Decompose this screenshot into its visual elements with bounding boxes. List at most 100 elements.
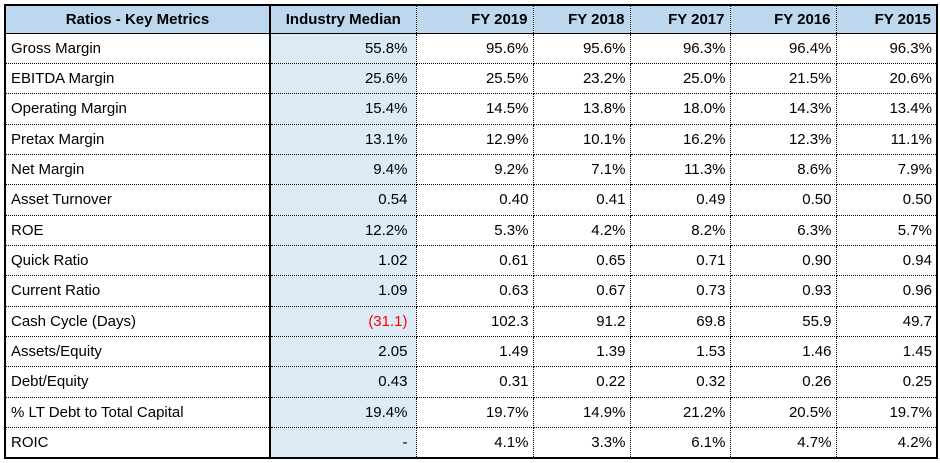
table-row: EBITDA Margin 25.6% 25.5% 23.2% 25.0% 21.5% 20… <box>5 63 937 95</box>
header-fy-2017: FY 2017 <box>630 5 731 34</box>
value-cell: 4.2% <box>897 433 932 451</box>
value-cell: 25.5% <box>416 63 534 95</box>
metric-label: % LT Debt to Total Capital <box>5 397 271 428</box>
value-cell: 0.31 <box>416 366 534 398</box>
value-cell: 0.22 <box>533 366 631 398</box>
value-cell: 20.5% <box>730 397 837 428</box>
table-row: Current Ratio 1.09 0.63 0.67 0.73 0.93 0.96 <box>5 275 937 307</box>
value-cell: 21.5% <box>730 63 837 95</box>
value-cell: 14.3% <box>730 93 837 125</box>
value-cell: 11.1% <box>836 124 937 155</box>
industry-median-cell: 0.43 <box>270 366 417 398</box>
metric-label: Debt/Equity <box>5 366 271 398</box>
value-cell: 3.3% <box>533 427 631 458</box>
industry-median-cell: 9.4% <box>270 154 417 186</box>
value-cell: 19.7% <box>416 397 534 428</box>
metric-label: ROIC <box>5 427 271 458</box>
value-cell: 4.2% <box>533 215 631 246</box>
key-metrics-table: Ratios - Key Metrics Industry Median FY … <box>4 4 938 459</box>
table-row: ROIC -4.1% 3.3% 6.1% 4.7% 4.2% <box>5 427 937 458</box>
metric-label: Quick Ratio <box>5 245 271 277</box>
value-cell: 4.7% <box>730 427 837 458</box>
industry-median-cell: 12.2% <box>270 215 417 246</box>
metric-label: Assets/Equity <box>5 336 271 368</box>
table-row: Operating Margin 15.4% 14.5% 13.8% 18.0% 14.3… <box>5 93 937 125</box>
table-row: Gross Margin 55.8% 95.6% 95.6% 96.3% 96.4% 96.… <box>5 33 937 64</box>
value-cell: 0.50 <box>836 184 937 216</box>
value-cell: 0.61 <box>416 245 534 277</box>
industry-median-cell: 0.54 <box>270 184 417 216</box>
industry-median-cell: 1.09 <box>270 275 417 307</box>
value-cell: 0.96 <box>836 275 937 307</box>
value-cell: 4.1% <box>416 427 534 458</box>
value-cell: 95.6% <box>416 33 534 64</box>
value-cell: 91.2 <box>533 306 631 337</box>
industry-median-cell: 1.02 <box>270 245 417 277</box>
industry-median-cell: - <box>270 427 417 458</box>
value-cell: 6.1% <box>630 427 731 458</box>
table-row: Assets/Equity 2.05 1.49 1.39 1.53 1.46 1.45 <box>5 336 937 368</box>
value-cell: 0.71 <box>630 245 731 277</box>
table-row: Net Margin 9.4% 9.2% 7.1% 11.3% 8.6% 7.9% <box>5 154 937 186</box>
header-metric: Ratios - Key Metrics <box>5 5 271 34</box>
value-cell: 19.7% <box>836 397 937 428</box>
metric-label: Gross Margin <box>5 33 271 64</box>
industry-median-cell: 19.4% <box>270 397 417 428</box>
header-fy-2016: FY 2016 <box>730 5 837 34</box>
industry-median-cell: 13.1% <box>270 124 417 155</box>
value-cell: 102.3 <box>416 306 534 337</box>
value-cell: 1.39 <box>533 336 631 368</box>
value-cell: 0.49 <box>630 184 731 216</box>
metric-label: Current Ratio <box>5 275 271 307</box>
value-cell: 7.9% <box>836 154 937 186</box>
value-cell: 13.4% <box>836 93 937 125</box>
value-cell: 5.3% <box>416 215 534 246</box>
metric-label: Operating Margin <box>5 93 271 125</box>
header-industry-median: Industry Median <box>270 5 417 34</box>
table-row: Asset Turnover 0.54 0.40 0.41 0.49 0.50 0.50 <box>5 184 937 216</box>
value-cell: 0.65 <box>533 245 631 277</box>
value-cell: 14.5% <box>416 93 534 125</box>
table-row: Pretax Margin 13.1% 12.9% 10.1% 16.2% 12.3% 11… <box>5 124 937 155</box>
value-cell: 12.9% <box>416 124 534 155</box>
header-row: Ratios - Key Metrics Industry Median FY … <box>5 5 937 34</box>
value-cell: 18.0% <box>630 93 731 125</box>
value-cell: 0.90 <box>730 245 837 277</box>
value-cell: 0.26 <box>730 366 837 398</box>
value-cell: 6.3% <box>730 215 837 246</box>
value-cell: 12.3% <box>730 124 837 155</box>
table-row: Quick Ratio 1.02 0.61 0.65 0.71 0.90 0.94 <box>5 245 937 277</box>
value-cell: 23.2% <box>533 63 631 95</box>
value-cell: 1.53 <box>630 336 731 368</box>
industry-median-cell: 55.8% <box>270 33 417 64</box>
value-cell: 69.8 <box>630 306 731 337</box>
value-cell: 0.63 <box>416 275 534 307</box>
value-cell: 95.6% <box>533 33 631 64</box>
value-cell: 10.1% <box>533 124 631 155</box>
table-row: Cash Cycle (Days) (31.1) 102.3 91.2 69.8 55.9… <box>5 306 937 337</box>
value-cell: 8.6% <box>730 154 837 186</box>
value-cell: 0.41 <box>533 184 631 216</box>
value-cell: 9.2% <box>416 154 534 186</box>
metric-label: Cash Cycle (Days) <box>5 306 271 337</box>
value-cell: 1.45 <box>836 336 937 368</box>
metric-label: EBITDA Margin <box>5 63 271 95</box>
value-cell: 21.2% <box>630 397 731 428</box>
industry-median-cell: (31.1) <box>270 306 417 337</box>
value-cell: 96.3% <box>630 33 731 64</box>
value-cell: 0.50 <box>730 184 837 216</box>
value-cell: 7.1% <box>533 154 631 186</box>
metric-label: Pretax Margin <box>5 124 271 155</box>
value-cell: 0.32 <box>630 366 731 398</box>
value-cell: 20.6% <box>836 63 937 95</box>
table-row: ROE 12.2% 5.3% 4.2% 8.2% 6.3% 5.7% <box>5 215 937 246</box>
value-cell: 11.3% <box>630 154 731 186</box>
value-cell: 0.94 <box>836 245 937 277</box>
value-cell: 0.40 <box>416 184 534 216</box>
industry-median-cell: 2.05 <box>270 336 417 368</box>
value-cell: 1.49 <box>416 336 534 368</box>
value-cell: 1.46 <box>730 336 837 368</box>
metric-label: Asset Turnover <box>5 184 271 216</box>
value-cell: 25.0% <box>630 63 731 95</box>
value-cell: 49.7 <box>836 306 937 337</box>
